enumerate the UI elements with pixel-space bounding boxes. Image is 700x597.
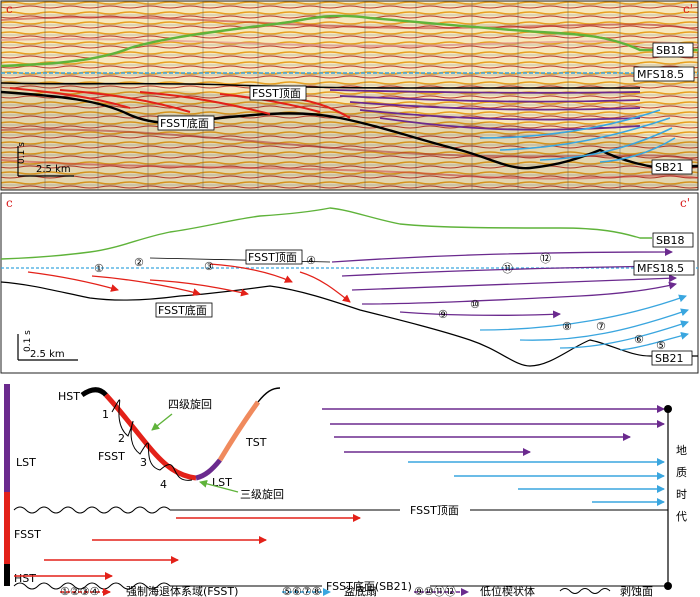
svg-text:2.5 km: 2.5 km (30, 349, 65, 360)
mfs-label-mid: MFS18.5 (633, 260, 695, 276)
svg-text:①②③④: ①②③④ (60, 585, 100, 597)
svg-text:MFS18.5: MFS18.5 (637, 68, 684, 81)
svg-text:②: ② (134, 256, 144, 269)
svg-text:FSST底面: FSST底面 (158, 303, 207, 317)
svg-text:SB21: SB21 (655, 161, 684, 174)
svg-text:3: 3 (140, 456, 147, 469)
fan-reflectors-top (479, 109, 676, 163)
fan-arrows-mid (479, 294, 689, 351)
svg-text:LST: LST (212, 476, 232, 489)
fsst-top-label-top: FSST顶面 (249, 85, 307, 101)
svg-text:FSST顶面: FSST顶面 (252, 87, 301, 100)
sequence-numbers-mid: ① ② ③ ④ ⑤ ⑥ ⑦ ⑧ ⑨ ⑩ ⑪ ⑫ (94, 252, 666, 352)
corner-left-top: c (6, 2, 13, 16)
svg-text:强制海退体系域(FSST): 强制海退体系域(FSST) (126, 584, 238, 597)
interpretation-panel (0, 192, 699, 374)
svg-text:MFS18.5: MFS18.5 (637, 262, 684, 275)
legend: ①②③④ 强制海退体系域(FSST) ⑤⑥⑦⑧ 盆底扇 ⑨⑩⑪⑫ 低位楔状体 剥… (60, 584, 653, 597)
corner-right-mid: c' (680, 196, 690, 210)
svg-text:⑪: ⑪ (502, 262, 513, 275)
fsst-bottom-label-top: FSST底面 (157, 115, 215, 131)
svg-text:0.1 s: 0.1 s (17, 142, 27, 164)
svg-text:1: 1 (102, 408, 109, 421)
wedge-arrows-mid (331, 248, 677, 319)
svg-text:⑦: ⑦ (596, 320, 606, 333)
svg-text:⑤⑥⑦⑧: ⑤⑥⑦⑧ (282, 585, 322, 597)
svg-text:地: 地 (676, 444, 687, 457)
svg-text:剥蚀面: 剥蚀面 (620, 584, 653, 597)
sb21-label-top: SB21 (651, 159, 693, 175)
svg-text:⑩: ⑩ (470, 298, 480, 311)
svg-text:④: ④ (306, 254, 316, 267)
sb18-label-mid: SB18 (652, 232, 694, 248)
sb21-label-mid: SB21 (651, 350, 693, 366)
svg-text:TST: TST (245, 436, 267, 449)
svg-text:⑧: ⑧ (562, 320, 572, 333)
svg-text:2: 2 (118, 432, 125, 445)
svg-text:质: 质 (676, 466, 687, 479)
svg-text:FSST: FSST (14, 528, 41, 541)
svg-text:⑨⑩⑪⑫: ⑨⑩⑪⑫ (414, 585, 456, 597)
sb18-label-top: SB18 (652, 42, 694, 58)
svg-text:时: 时 (676, 488, 687, 501)
svg-text:FSST: FSST (98, 450, 125, 463)
svg-text:SB18: SB18 (656, 234, 685, 247)
scale-bar-mid: 0.1 s 2.5 km (17, 330, 78, 361)
svg-text:③: ③ (204, 260, 214, 273)
model-panel: LST FSST HST FSST顶面 FSST底面(SB21) (4, 384, 687, 593)
svg-text:盆底扇: 盆底扇 (344, 584, 377, 597)
mfs-label-top: MFS18.5 (633, 66, 695, 82)
svg-text:⑤: ⑤ (656, 339, 666, 352)
fsst-top-horizon-top (0, 82, 640, 89)
svg-text:HST: HST (58, 390, 80, 403)
wedge-reflectors-top (329, 89, 641, 131)
svg-text:FSST底面(SB21): FSST底面(SB21) (326, 579, 412, 593)
svg-text:代: 代 (676, 510, 687, 523)
sb21-horizon-mid (0, 281, 698, 367)
scale-bar-top: 0.1 s 2.5 km (17, 142, 74, 177)
svg-text:四级旋回: 四级旋回 (168, 397, 212, 411)
svg-text:⑨: ⑨ (438, 308, 448, 321)
svg-text:⑥: ⑥ (634, 333, 644, 346)
svg-text:三级旋回: 三级旋回 (240, 487, 284, 501)
svg-text:FSST顶面: FSST顶面 (410, 504, 459, 517)
svg-text:FSST顶面: FSST顶面 (248, 251, 297, 264)
fsst-top-label-mid: FSST顶面 (245, 249, 303, 265)
svg-text:①: ① (94, 262, 104, 275)
fsst-bottom-label-mid: FSST底面 (155, 302, 213, 318)
svg-text:⑫: ⑫ (540, 252, 551, 265)
svg-text:SB18: SB18 (656, 44, 685, 57)
svg-text:0.1 s: 0.1 s (23, 330, 33, 352)
svg-text:LST: LST (16, 456, 36, 469)
fsst-top-surface-mid (149, 257, 331, 263)
corner-left-mid: c (6, 196, 13, 210)
sb18-horizon-top (0, 14, 698, 68)
svg-text:SB21: SB21 (655, 352, 684, 365)
svg-text:4: 4 (160, 478, 167, 491)
sb18-horizon-mid (0, 207, 652, 260)
svg-text:FSST底面: FSST底面 (160, 116, 209, 130)
fsst-arrows-mid (27, 263, 351, 303)
svg-text:2.5 km: 2.5 km (36, 164, 71, 175)
corner-right-top: c' (683, 2, 693, 16)
svg-text:低位楔状体: 低位楔状体 (480, 584, 535, 597)
